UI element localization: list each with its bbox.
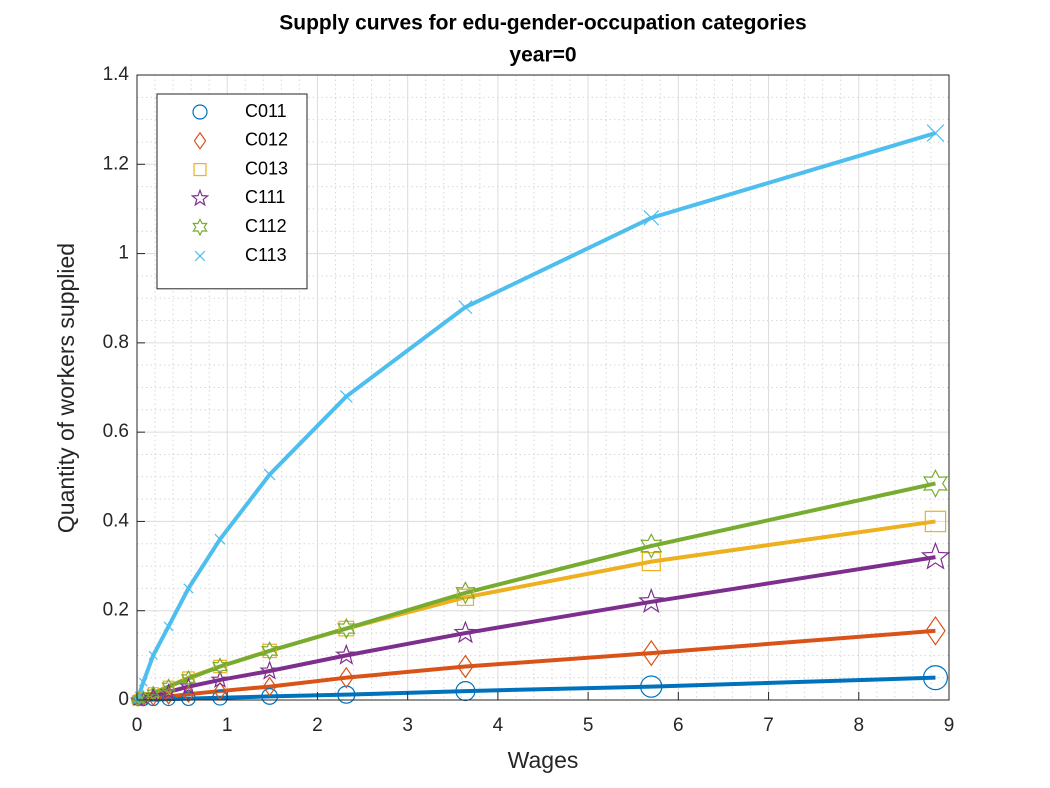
marker [642, 639, 661, 667]
marker [338, 666, 354, 689]
marker [148, 650, 158, 660]
marker [179, 677, 198, 695]
x-tick-label: 2 [312, 715, 323, 736]
series-line [135, 131, 937, 701]
axes-box [136, 74, 950, 701]
marker [193, 163, 207, 177]
marker [192, 104, 208, 120]
axes: 0 1 2 3 4 5 6 7 8 9 0 0.2 0.4 0.6 0.8 1 1.2 1.4 [103, 64, 955, 736]
marker [213, 681, 227, 701]
legend-label: C013 [245, 158, 288, 178]
marker [337, 617, 356, 640]
marker [638, 587, 665, 614]
x-tick-label: 4 [493, 715, 504, 736]
marker [192, 218, 208, 237]
legend: C011 C012 C013 C111 C112 C113 [156, 93, 308, 290]
marker [926, 124, 945, 142]
y-tick-label: 0.4 [103, 510, 130, 531]
marker [138, 677, 148, 687]
legend-label: C112 [245, 216, 287, 236]
plot-area [129, 124, 951, 707]
marker [924, 510, 947, 533]
marker [210, 669, 230, 689]
y-tick-label: 1.4 [103, 64, 130, 85]
marker [262, 676, 277, 697]
y-tick-label: 0.2 [103, 600, 129, 621]
legend-label: C012 [245, 130, 288, 150]
marker [214, 533, 226, 545]
x-tick-label: 7 [763, 715, 774, 736]
x-tick-label: 9 [944, 715, 955, 736]
chart-subtitle: year=0 [509, 44, 576, 67]
marker [920, 541, 951, 570]
y-axis-label: Quantity of workers supplied [53, 243, 79, 533]
marker [183, 583, 194, 594]
marker [455, 681, 476, 702]
marker [161, 678, 176, 695]
legend-label: C111 [245, 187, 285, 207]
marker [925, 616, 946, 646]
marker [640, 533, 663, 559]
marker [641, 552, 661, 572]
marker [643, 210, 660, 226]
marker [131, 693, 143, 707]
marker [259, 660, 280, 680]
marker [262, 643, 277, 659]
marker [455, 581, 476, 605]
marker [261, 640, 279, 661]
x-tick-label: 6 [673, 715, 684, 736]
marker [337, 685, 356, 704]
marker [211, 657, 229, 676]
x-tick-label: 5 [583, 715, 594, 736]
chart-title: Supply curves for edu-gender-occupation … [279, 12, 806, 35]
marker [457, 654, 474, 679]
marker [180, 669, 196, 688]
marker [640, 675, 663, 698]
marker [338, 620, 355, 637]
y-tick-label: 0 [118, 689, 129, 710]
marker [453, 620, 478, 644]
marker [458, 300, 473, 315]
marker [134, 691, 143, 700]
marker [181, 691, 196, 707]
legend-box [156, 93, 308, 290]
y-tick-label: 0.8 [103, 332, 129, 353]
marker [261, 687, 279, 705]
marker [193, 131, 207, 150]
legend-label: C113 [245, 245, 287, 265]
marker [263, 468, 276, 481]
x-tick-label: 3 [402, 715, 413, 736]
marker [145, 686, 162, 703]
marker [339, 390, 353, 403]
marker [132, 691, 145, 707]
y-tick-label: 1.2 [103, 153, 129, 174]
x-tick-label: 1 [222, 715, 233, 736]
legend-label: C011 [245, 101, 287, 121]
marker [162, 680, 175, 693]
marker [922, 665, 949, 691]
y-tick-label: 1 [118, 243, 129, 264]
marker [163, 621, 174, 632]
x-tick-label: 0 [132, 715, 143, 736]
marker [190, 188, 210, 207]
y-tick-label: 0.6 [103, 421, 129, 442]
marker [335, 643, 358, 665]
x-tick-label: 8 [853, 715, 864, 736]
marker [922, 469, 948, 498]
x-axis-label: Wages [508, 747, 579, 773]
marker [194, 250, 206, 262]
